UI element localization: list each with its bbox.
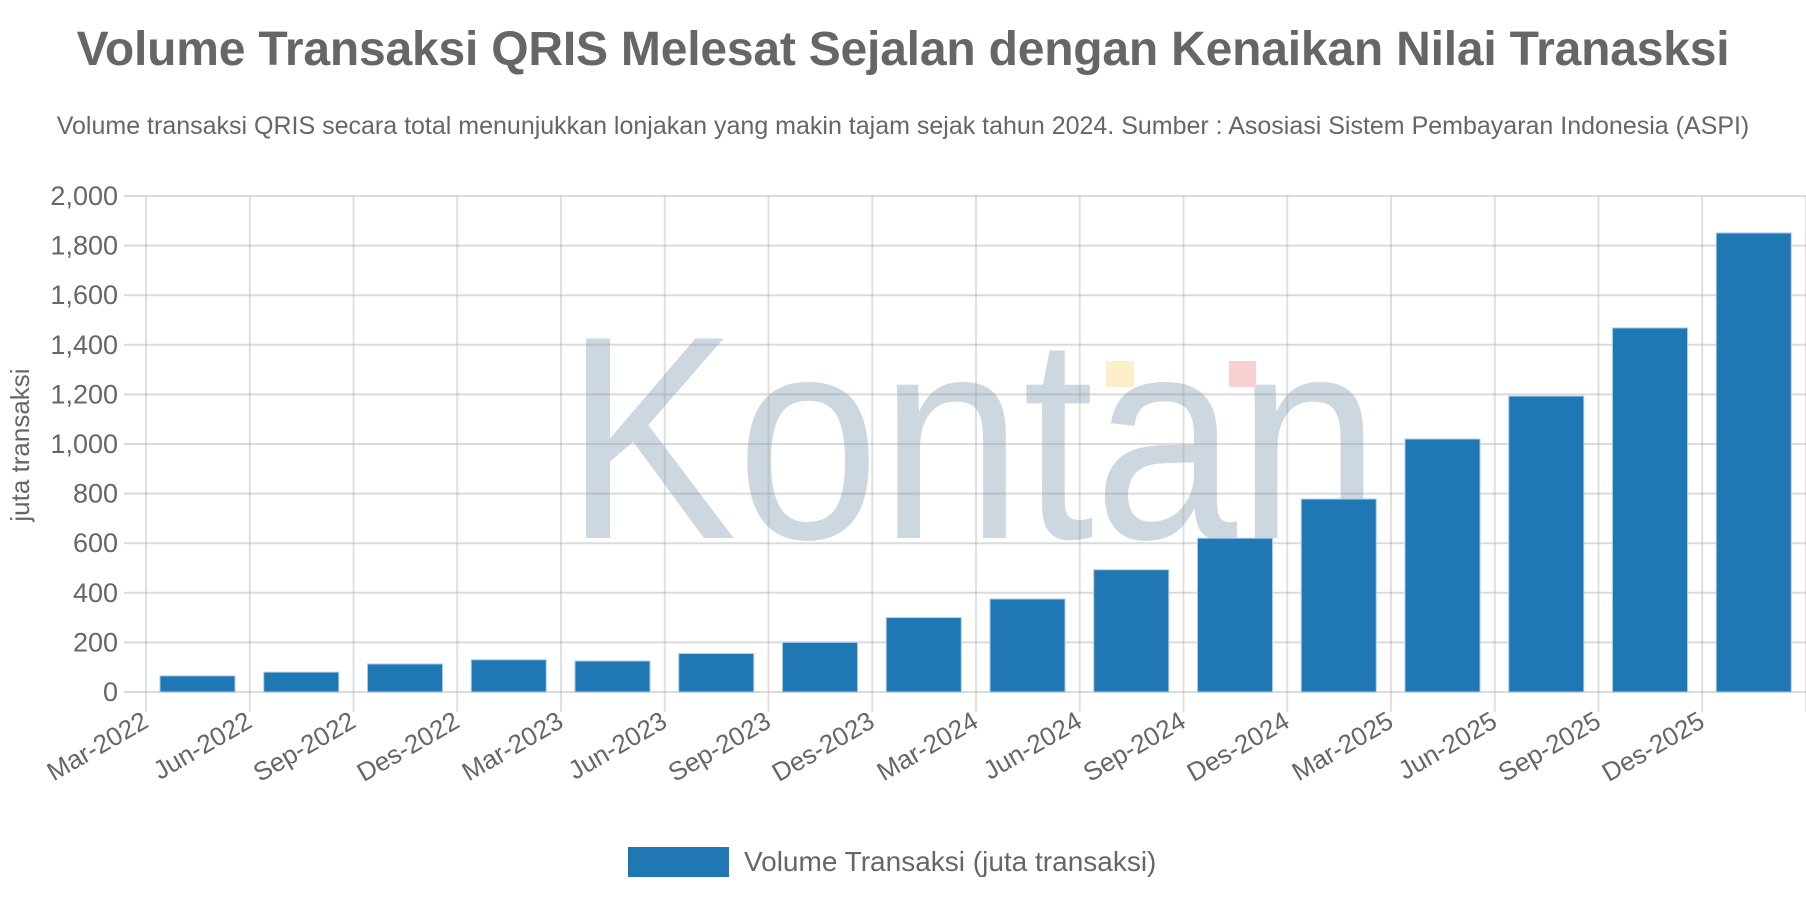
y-tick-label: 200 — [73, 627, 118, 657]
y-axis: 0 200 400 600 800 1,000 1,200 1,400 1,600 1,800 2,… — [50, 181, 118, 707]
bar-des-2025[interactable] — [1715, 232, 1792, 693]
bar-sep-2022[interactable] — [367, 663, 443, 693]
y-tick-label: 1,200 — [50, 379, 118, 409]
x-tick-label: Jun-2023 — [563, 705, 672, 785]
bar-mar-2025[interactable] — [1404, 438, 1481, 693]
bar-des-2024[interactable] — [1300, 498, 1377, 693]
x-tick-label: Mar-2022 — [42, 705, 153, 787]
bar-jun-2025[interactable] — [1508, 395, 1585, 693]
chart-subtitle: Volume transaksi QRIS secara total menun… — [56, 112, 1750, 140]
x-axis: Mar-2022Jun-2022Sep-2022Des-2022Mar-2023… — [42, 705, 1710, 787]
y-axis-title: juta transaksi — [5, 368, 35, 522]
legend-swatch — [628, 847, 729, 877]
bar-sep-2024[interactable] — [1197, 537, 1273, 693]
x-tick-label: Sep-2025 — [1493, 705, 1606, 787]
bar-mar-2024[interactable] — [989, 598, 1066, 693]
bar-mar-2023[interactable] — [574, 660, 651, 693]
x-tick-label: Des-2024 — [1182, 705, 1295, 787]
y-tick-label: 2,000 — [50, 181, 118, 211]
bar-des-2022[interactable] — [470, 659, 547, 693]
x-tick-label: Sep-2023 — [663, 705, 776, 787]
x-tick-label: Mar-2023 — [457, 705, 568, 787]
x-tick-label: Jun-2025 — [1393, 705, 1502, 785]
x-tick-label: Sep-2022 — [248, 705, 361, 787]
bar-mar-2022[interactable] — [159, 675, 236, 693]
y-tick-label: 1,400 — [50, 330, 118, 360]
y-tick-label: 400 — [73, 578, 118, 608]
x-tick-label: Jun-2022 — [148, 705, 257, 785]
bar-sep-2025[interactable] — [1612, 327, 1688, 693]
y-tick-label: 0 — [103, 677, 118, 707]
x-tick-label: Des-2025 — [1597, 705, 1710, 787]
bar-sep-2023[interactable] — [782, 641, 858, 693]
y-tick-label: 1,600 — [50, 280, 118, 310]
x-tick-label: Jun-2024 — [978, 705, 1087, 785]
chart-grid — [124, 195, 1806, 712]
y-tick-label: 600 — [73, 528, 118, 558]
chart-title: Volume Transaksi QRIS Melesat Sejalan de… — [76, 23, 1730, 76]
bar-series — [159, 232, 1792, 693]
bar-des-2023[interactable] — [885, 617, 962, 693]
bar-jun-2023[interactable] — [678, 653, 755, 693]
y-tick-label: 800 — [73, 479, 118, 509]
x-tick-label: Sep-2024 — [1078, 705, 1191, 787]
bar-jun-2022[interactable] — [263, 671, 340, 693]
x-tick-label: Mar-2025 — [1287, 705, 1398, 787]
y-tick-label: 1,800 — [50, 231, 118, 261]
x-tick-label: Des-2022 — [352, 705, 465, 787]
legend[interactable]: Volume Transaksi (juta transaksi) — [628, 846, 1156, 878]
legend-label: Volume Transaksi (juta transaksi) — [744, 846, 1157, 877]
x-tick-label: Des-2023 — [767, 705, 880, 787]
x-tick-label: Mar-2024 — [872, 705, 983, 787]
bar-jun-2024[interactable] — [1093, 569, 1170, 693]
y-tick-label: 1,000 — [50, 429, 118, 459]
